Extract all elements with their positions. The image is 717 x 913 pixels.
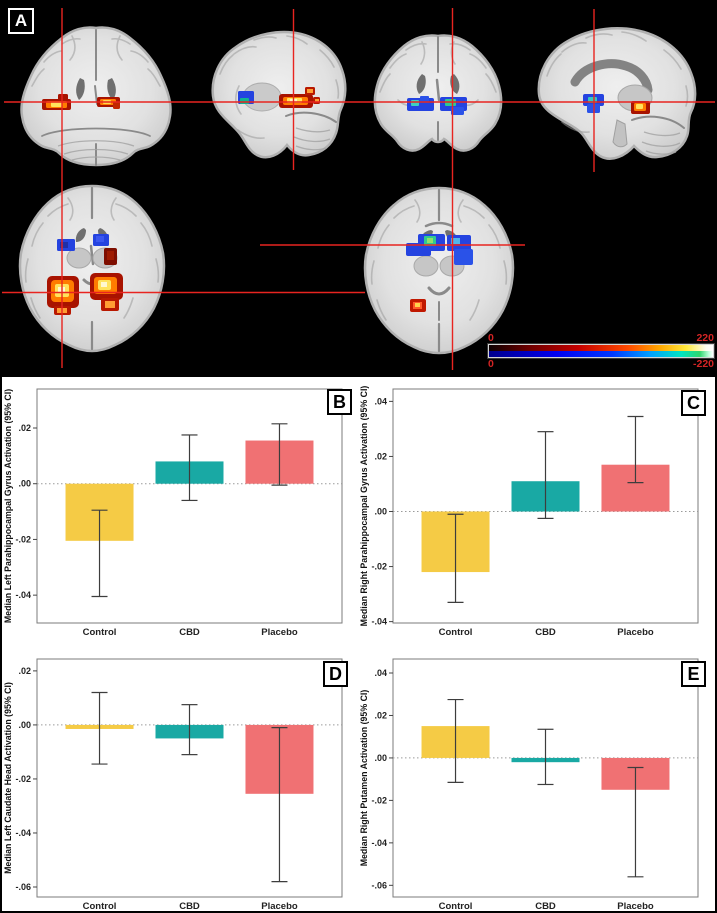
y-tick-label: -.02: [371, 795, 387, 805]
y-tick-label: .02: [18, 666, 31, 676]
y-tick-label: .04: [374, 396, 387, 406]
panel-label-c: C: [681, 390, 706, 416]
y-axis-title: Median Left Caudate Head Activation (95%…: [3, 682, 13, 874]
brain-slice-sagittal-1: [211, 30, 347, 159]
error-bar-cbd: [537, 728, 554, 786]
category-label: Control: [83, 901, 117, 911]
y-tick-label: -.02: [15, 534, 31, 544]
brain-slice-axial-2: [363, 186, 515, 355]
chart-frame: [392, 388, 699, 624]
y-tick-label: .02: [374, 710, 387, 720]
brain-slice-axial-1: [18, 184, 166, 353]
panel-label-d: D: [323, 661, 348, 687]
brain-slice-coronal-1: [20, 26, 172, 167]
activation-hot-cluster: [410, 299, 426, 312]
error-bar-placebo: [627, 415, 644, 484]
bar-chart-c: .04 .02 .00 -.02 -.04 Control CBD Placebo Median…: [359, 386, 699, 638]
y-tick-label: .04: [374, 668, 387, 678]
y-tick-label: -.06: [15, 882, 31, 892]
error-bar-placebo: [627, 766, 644, 878]
y-tick-label: -.06: [371, 880, 387, 890]
colorbar-positive-max-label: 220: [696, 332, 714, 344]
y-axis-title: Median Left Parahippocampal Gyrus Activa…: [3, 389, 13, 623]
chart-panel-b: .02 .00 -.02 -.04 Control CBD Placebo Median Le…: [2, 377, 359, 644]
y-tick-label: -.04: [371, 838, 387, 848]
y-tick-label: -.02: [15, 774, 31, 784]
colorbar-positive-min-label: 0: [488, 332, 494, 344]
activation-cool-cluster: [406, 234, 473, 265]
y-tick-label: -.02: [371, 562, 387, 572]
category-label: CBD: [535, 627, 556, 638]
category-label: Placebo: [261, 901, 298, 911]
brain-imaging-panel: A 0 220 0 -220: [2, 2, 715, 377]
y-tick-label: .00: [374, 753, 387, 763]
error-bar-placebo: [271, 423, 288, 486]
category-label: CBD: [179, 627, 200, 638]
error-bar-placebo: [271, 727, 288, 883]
error-bar-control: [447, 513, 464, 603]
category-label: Control: [83, 627, 117, 638]
category-label: Control: [439, 901, 473, 911]
category-label: CBD: [535, 901, 556, 911]
chart-frame: [36, 388, 343, 624]
y-tick-label: .00: [374, 507, 387, 517]
bar-chart-d: .02 .00 -.02 -.04 -.06 Control CBD Placebo Media…: [3, 658, 343, 911]
y-tick-label: .02: [374, 451, 387, 461]
colorbar-legend: 0 220 0 -220: [488, 332, 714, 370]
y-tick-label: .02: [18, 423, 31, 433]
crosshair-lines: [2, 8, 715, 370]
y-tick-label: -.04: [15, 590, 31, 600]
bar-chart-e: .04 .02 .00 -.02 -.04 -.06 Control CBD Placebo Me…: [359, 658, 699, 911]
brain-slice-coronal-2: [373, 34, 503, 152]
colorbar-negative-gradient: [489, 351, 713, 357]
category-label: CBD: [179, 901, 200, 911]
y-tick-label: .00: [18, 479, 31, 489]
brain-montage-graphic: [2, 8, 715, 370]
chart-panel-c: .04 .02 .00 -.02 -.04 Control CBD Placebo Median…: [358, 377, 715, 644]
error-bar-cbd: [537, 431, 554, 519]
chart-frame: [392, 658, 699, 898]
y-tick-label: -.04: [15, 828, 31, 838]
error-bar-control: [447, 698, 464, 783]
colorbar-gradient-bar: [488, 344, 714, 358]
colorbar-negative-max-label: -220: [692, 358, 714, 370]
chart-panel-e: .04 .02 .00 -.02 -.04 -.06 Control CBD Placebo Me…: [358, 644, 715, 911]
error-bar-control: [91, 691, 108, 765]
brain-slice-sagittal-2: [537, 27, 697, 160]
colorbar-negative-min-label: 0: [488, 358, 494, 370]
panel-label-b: B: [327, 389, 352, 415]
error-bar-control: [91, 509, 108, 598]
colorbar-positive-gradient: [489, 345, 713, 351]
y-axis-title: Median Right Parahippocampal Gyrus Activ…: [359, 386, 369, 627]
category-label: Placebo: [617, 901, 654, 911]
y-tick-label: .00: [18, 720, 31, 730]
category-label: Placebo: [617, 627, 654, 638]
activation-hot-cluster: [631, 101, 650, 114]
activation-cool-cluster: [407, 96, 467, 115]
y-axis-title: Median Right Putamen Activation (95% CI): [359, 690, 369, 867]
chart-frame: [36, 658, 343, 898]
panel-label-a: A: [8, 8, 34, 34]
chart-panel-d: .02 .00 -.02 -.04 -.06 Control CBD Placebo Media…: [2, 644, 359, 911]
y-tick-label: -.04: [371, 617, 387, 627]
bar-chart-b: .02 .00 -.02 -.04 Control CBD Placebo Median Le…: [3, 388, 343, 638]
error-bar-cbd: [181, 434, 198, 502]
error-bar-cbd: [181, 704, 198, 756]
category-label: Placebo: [261, 627, 298, 638]
panel-label-e: E: [681, 661, 706, 687]
category-label: Control: [439, 627, 473, 638]
